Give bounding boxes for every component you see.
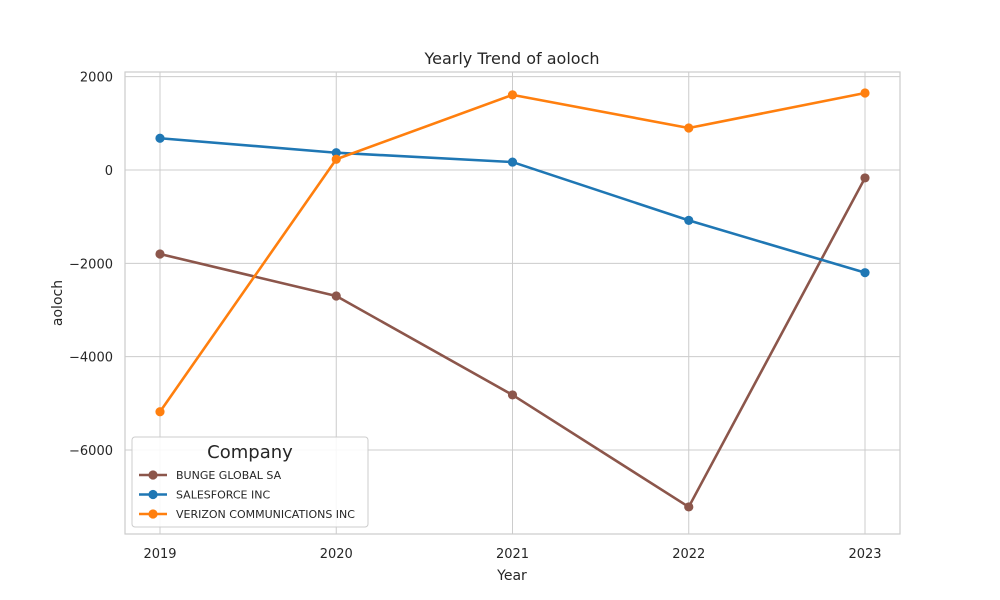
data-point xyxy=(684,215,694,225)
legend-label: SALESFORCE INC xyxy=(176,489,270,502)
y-axis-title: aoloch xyxy=(50,280,66,326)
y-tick-label: −4000 xyxy=(69,351,113,366)
legend-entry: BUNGE GLOBAL SA xyxy=(139,469,282,482)
legend-box xyxy=(131,436,369,528)
data-point xyxy=(684,123,694,133)
data-point xyxy=(507,390,518,400)
legend-swatch-marker xyxy=(148,489,158,500)
legend-swatch-marker xyxy=(148,509,158,519)
legend-entry: SALESFORCE INC xyxy=(139,489,270,502)
series-verizon-communications-inc xyxy=(155,88,870,417)
legend-label: BUNGE GLOBAL SA xyxy=(176,469,282,482)
data-point xyxy=(860,268,870,278)
series-salesforce-inc xyxy=(155,133,870,278)
data-point xyxy=(331,154,341,164)
x-axis-ticks: 2019 2020 2021 2022 2023 xyxy=(143,547,881,562)
legend-entries: BUNGE GLOBAL SA SALESFORCE INC VERIZON COM… xyxy=(139,469,355,521)
data-point xyxy=(860,173,870,183)
data-point xyxy=(155,249,165,259)
y-axis-ticks: 2000 0 −2000 −4000 −6000 xyxy=(69,71,113,459)
data-point xyxy=(331,291,341,301)
legend: Company BUNGE GLOBAL SA SALESFORCE INC VER… xyxy=(131,436,369,528)
data-point xyxy=(684,502,694,512)
legend-title: Company xyxy=(207,442,293,463)
y-tick-label: 2000 xyxy=(80,71,113,86)
data-point xyxy=(155,407,165,417)
y-tick-label: −6000 xyxy=(69,444,113,459)
legend-swatch-marker xyxy=(148,470,158,480)
x-tick-label: 2022 xyxy=(672,547,705,562)
y-tick-label: 0 xyxy=(105,164,113,179)
data-point xyxy=(507,157,518,167)
series-bunge-global-sa xyxy=(155,173,870,512)
x-tick-label: 2023 xyxy=(848,547,881,562)
x-tick-label: 2020 xyxy=(320,547,353,562)
legend-entry: VERIZON COMMUNICATIONS INC xyxy=(139,508,355,521)
x-axis-title: Year xyxy=(496,568,527,584)
x-tick-label: 2019 xyxy=(143,547,176,562)
data-point xyxy=(860,88,870,98)
data-point xyxy=(331,148,341,158)
x-tick-label: 2021 xyxy=(496,547,529,562)
data-point xyxy=(155,133,165,143)
legend-label: VERIZON COMMUNICATIONS INC xyxy=(176,508,355,521)
data-point xyxy=(507,90,518,100)
chart-title: Yearly Trend of aoloch xyxy=(423,49,599,68)
y-tick-label: −2000 xyxy=(69,257,113,272)
series-layer xyxy=(155,88,870,512)
